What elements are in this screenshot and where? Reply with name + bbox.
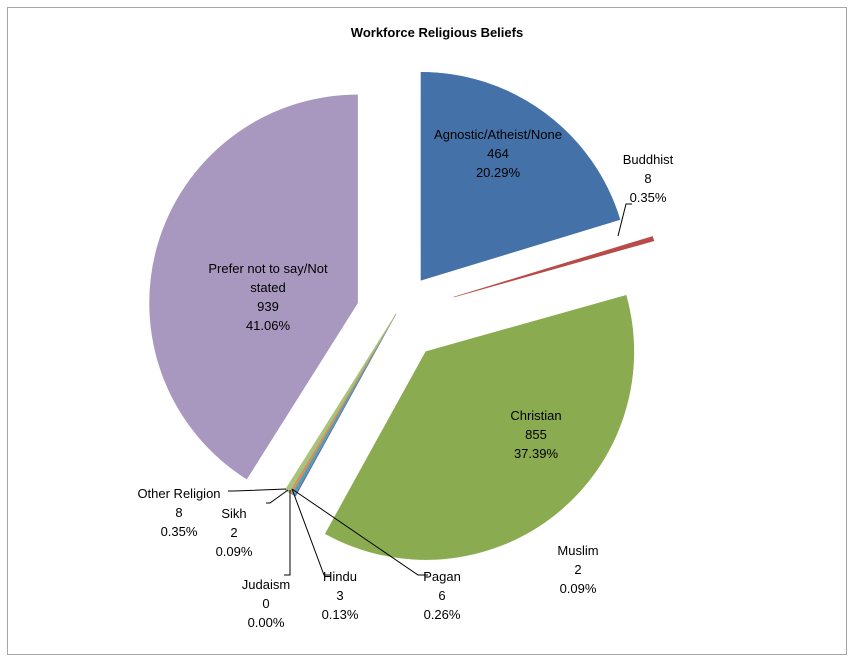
leader-line-hindu xyxy=(291,488,330,576)
leader-line-other-religion xyxy=(228,488,287,492)
leader-line-buddhist xyxy=(617,203,632,237)
data-label-agnostic-atheist-none: Agnostic/Atheist/None 464 20.29% xyxy=(434,127,562,180)
data-label-muslim: Muslim 2 0.09% xyxy=(557,543,598,596)
data-label-judaism: Judaism 0 0.00% xyxy=(242,577,290,630)
slice-prefer-not-to-say-not-stated xyxy=(149,94,358,480)
data-label-hindu: Hindu 3 0.13% xyxy=(322,569,359,622)
slice-buddhist xyxy=(453,236,655,298)
data-label-sikh: Sikh 2 0.09% xyxy=(216,506,253,559)
leader-line-pagan xyxy=(291,488,428,576)
slice-christian xyxy=(324,294,635,560)
pie-slices xyxy=(149,71,655,560)
data-label-other-religion: Other Religion 8 0.35% xyxy=(137,486,220,539)
pie-chart: Workforce Religious Beliefs Agnostic/Ath… xyxy=(137,25,673,630)
data-labels: Agnostic/Atheist/None 464 20.29% Buddhist 8 0… xyxy=(137,127,673,630)
leader-line-sikh xyxy=(266,489,289,504)
leader-line-judaism xyxy=(284,490,291,576)
chart-title: Workforce Religious Beliefs xyxy=(351,25,523,40)
data-label-christian: Christian 855 37.39% xyxy=(510,408,561,461)
data-label-pagan: Pagan 6 0.26% xyxy=(423,569,461,622)
data-label-prefer-not-to-say-not-stated: Prefer not to say/Not stated 939 41.06% xyxy=(208,261,328,333)
chart-area: Workforce Religious Beliefs Agnostic/Ath… xyxy=(7,7,847,655)
data-label-buddhist: Buddhist 8 0.35% xyxy=(623,152,674,205)
leader-lines xyxy=(228,203,632,576)
slice-agnostic-atheist-none xyxy=(420,71,621,281)
